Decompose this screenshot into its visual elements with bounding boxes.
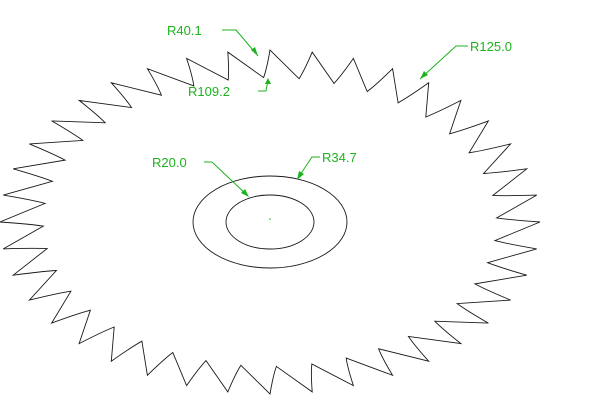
dimension-r109-label: R109.2 [188, 84, 230, 99]
hub-outer-circle [192, 175, 348, 269]
leader-r125 [419, 45, 468, 80]
dimension-r20-label: R20.0 [152, 155, 187, 170]
arrowhead-r109 [265, 78, 271, 84]
arrowhead-r20 [241, 189, 249, 197]
leader-r40 [222, 29, 259, 57]
bore-circle [225, 194, 315, 250]
dimension-r34-label: R34.7 [322, 150, 357, 165]
leader-r34 [297, 156, 320, 179]
arrowhead-r34 [297, 171, 304, 180]
center-point [269, 218, 271, 220]
arrowhead-r125 [420, 71, 428, 79]
leader-r20 [204, 161, 249, 197]
dimension-r40-label: R40.1 [167, 23, 202, 38]
saw-blade-outline [0, 49, 541, 395]
arrowhead-r40 [251, 47, 258, 56]
dimension-r125-label: R125.0 [470, 39, 512, 54]
